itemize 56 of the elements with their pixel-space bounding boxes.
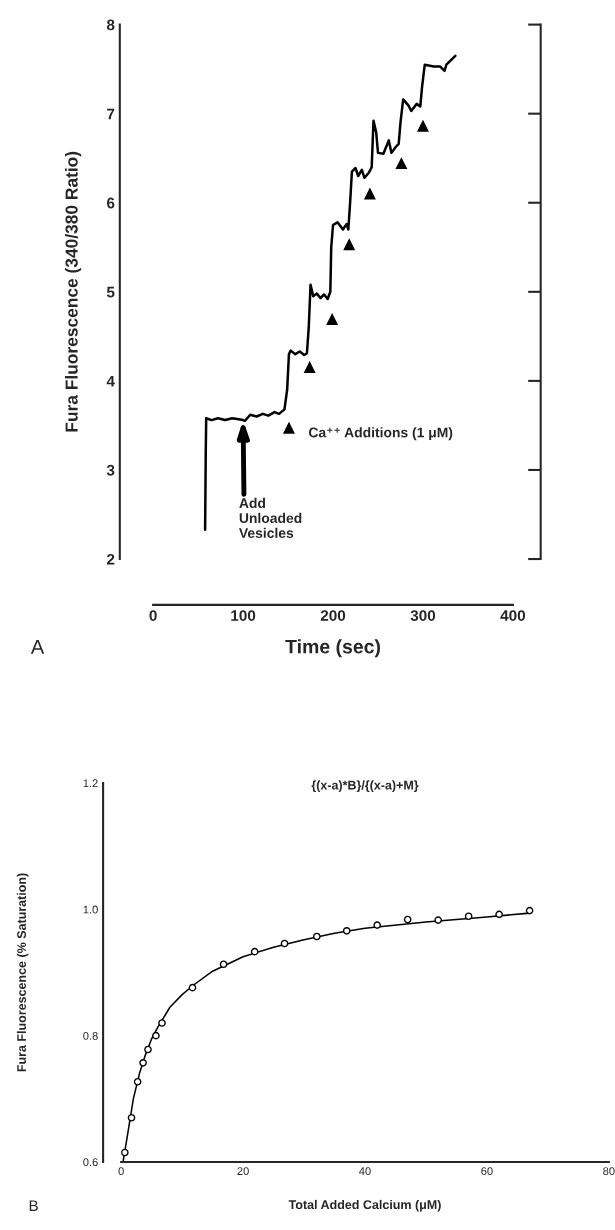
y-tick-label: 0.8 [83, 1031, 98, 1040]
point [152, 1031, 160, 1040]
point [434, 916, 442, 924]
point [326, 313, 338, 325]
x-tick-label: 400 [500, 610, 526, 621]
point [304, 361, 316, 374]
y-tick-label: 1.2 [83, 779, 98, 788]
point [219, 960, 228, 969]
x-tick-label: 80 [603, 1167, 615, 1175]
y-tick-label: 8 [106, 19, 115, 31]
point [342, 926, 351, 935]
point [525, 906, 534, 915]
x-tick-label: 40 [359, 1167, 371, 1175]
y-tick-label: 1.0 [83, 905, 98, 914]
point [144, 1045, 152, 1054]
point [364, 188, 376, 200]
point [283, 422, 295, 434]
y-axis-title: Fura Fluorescence (% Saturation) [16, 873, 29, 1072]
y-tick-label: 7 [107, 108, 115, 120]
point [343, 239, 355, 251]
x-axis-title: Time (sec) [285, 639, 380, 658]
point [250, 947, 259, 956]
x-tick-label: 100 [231, 610, 256, 621]
point [417, 120, 429, 132]
x-tick-label: 0 [118, 1167, 124, 1175]
point [313, 932, 321, 941]
point [127, 1113, 136, 1122]
annotation: Add Unloaded Vesicles [239, 497, 302, 538]
point [464, 912, 473, 921]
text: B [29, 1200, 38, 1211]
point [280, 939, 289, 948]
y-tick-label: 3 [106, 464, 115, 476]
point [133, 1077, 142, 1086]
chart-title: {(x-a)*B}/{(x-a)+M} [311, 780, 419, 793]
point [121, 1148, 129, 1157]
x-tick-label: 20 [237, 1167, 249, 1175]
point [403, 915, 412, 924]
x-tick-label: 200 [320, 610, 346, 621]
y-tick-label: 0.6 [83, 1158, 98, 1167]
point [188, 983, 197, 992]
y-tick-label: 5 [106, 286, 115, 298]
annotation: Ca⁺⁺ Additions (1 μM) [308, 427, 453, 441]
y-tick-label: 2 [106, 553, 115, 565]
point [158, 1019, 166, 1027]
point [495, 910, 503, 919]
point [395, 157, 407, 170]
x-axis-title: Total Added Calcium (μM) [288, 1199, 441, 1212]
point [373, 921, 382, 929]
text: A [30, 639, 45, 654]
y-tick-label: 4 [106, 375, 115, 387]
x-tick-label: 300 [410, 610, 436, 621]
x-tick-label: 0 [149, 610, 157, 621]
y-axis-title: Fura Fluorescence (340/380 Ratio) [65, 151, 82, 432]
point [139, 1058, 147, 1067]
y-tick-label: 6 [107, 197, 115, 209]
x-tick-label: 60 [481, 1167, 493, 1175]
